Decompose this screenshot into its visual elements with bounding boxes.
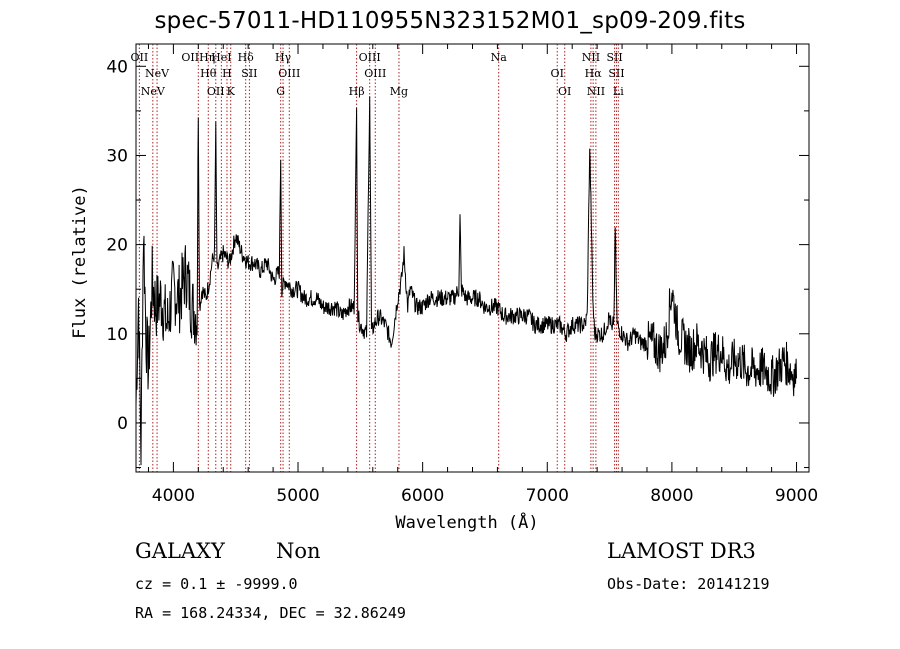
- spectrum-series: [135, 96, 797, 466]
- redshift-cz: cz = 0.1 ± -9999.0: [135, 575, 298, 593]
- survey-name: LAMOST DR3: [607, 539, 756, 563]
- line-label-7: H: [222, 67, 232, 80]
- line-label-25: SII: [608, 67, 624, 80]
- y-tick-label-3: 30: [106, 146, 128, 166]
- line-label-9: Hδ: [238, 51, 255, 64]
- line-label-22: Hα: [585, 67, 603, 80]
- x-tick-label-3: 7000: [526, 486, 569, 506]
- line-label-14: Hβ: [349, 85, 365, 98]
- line-label-11: G: [276, 85, 285, 98]
- coordinates: RA = 168.24334, DEC = 32.86249: [135, 604, 406, 622]
- line-label-12: Hγ: [275, 51, 292, 64]
- line-label-1: NeV: [145, 67, 170, 80]
- object-class: GALAXY: [135, 539, 225, 563]
- x-axis-label: Wavelength (Å): [395, 511, 538, 533]
- line-label-5: OII: [207, 85, 225, 98]
- line-label-19: OI: [551, 67, 564, 80]
- y-tick-label-2: 20: [106, 236, 128, 256]
- line-label-20: OI: [558, 85, 571, 98]
- line-label-17: Mg: [390, 85, 408, 98]
- x-tick-label-5: 9000: [775, 486, 818, 506]
- line-label-2: NeV: [141, 85, 166, 98]
- x-tick-label-1: 5000: [276, 486, 319, 506]
- line-label-26: Li: [613, 85, 624, 98]
- x-tick-label-0: 4000: [152, 486, 195, 506]
- observation-date: Obs-Date: 20141219: [607, 575, 770, 593]
- line-label-0: OII: [131, 51, 149, 64]
- y-axis-label: Flux (relative): [70, 185, 90, 339]
- line-label-24: SII: [606, 51, 622, 64]
- line-label-21: NII: [582, 51, 600, 64]
- y-tick-label-1: 10: [106, 325, 128, 345]
- plot-frame: [135, 43, 810, 473]
- spectrum-line: [135, 96, 797, 466]
- line-label-18: Na: [491, 51, 508, 64]
- y-tick-label-4: 40: [106, 57, 128, 77]
- line-label-10: SII: [241, 67, 257, 80]
- spectral-line-markers: [138, 44, 619, 472]
- spectral-line-labels: OII NeV NeV OIIHη Hθ OII HeI HK Hδ SII G Hγ OIII Hβ OI…: [131, 51, 625, 98]
- x-tick-label-4: 8000: [650, 486, 693, 506]
- line-label-13: OIII: [278, 67, 300, 80]
- line-label-6: HeI: [211, 51, 231, 64]
- line-label-16: OIII: [364, 67, 386, 80]
- y-tick-label-0: 0: [117, 414, 128, 434]
- object-subclass: Non: [276, 539, 321, 563]
- x-tick-label-2: 6000: [401, 486, 444, 506]
- line-label-23: NII: [587, 85, 605, 98]
- line-label-4: Hθ: [200, 67, 217, 80]
- line-label-3: OIIHη: [181, 51, 215, 64]
- x-axis: 4000 5000 6000 7000 8000 9000: [147, 44, 818, 506]
- y-axis: 0 10 20 30 40: [106, 57, 809, 469]
- chart-title: spec-57011-HD110955N323152M01_sp09-209.f…: [154, 8, 746, 34]
- line-label-15: OIII: [359, 51, 381, 64]
- line-label-8: K: [227, 85, 236, 98]
